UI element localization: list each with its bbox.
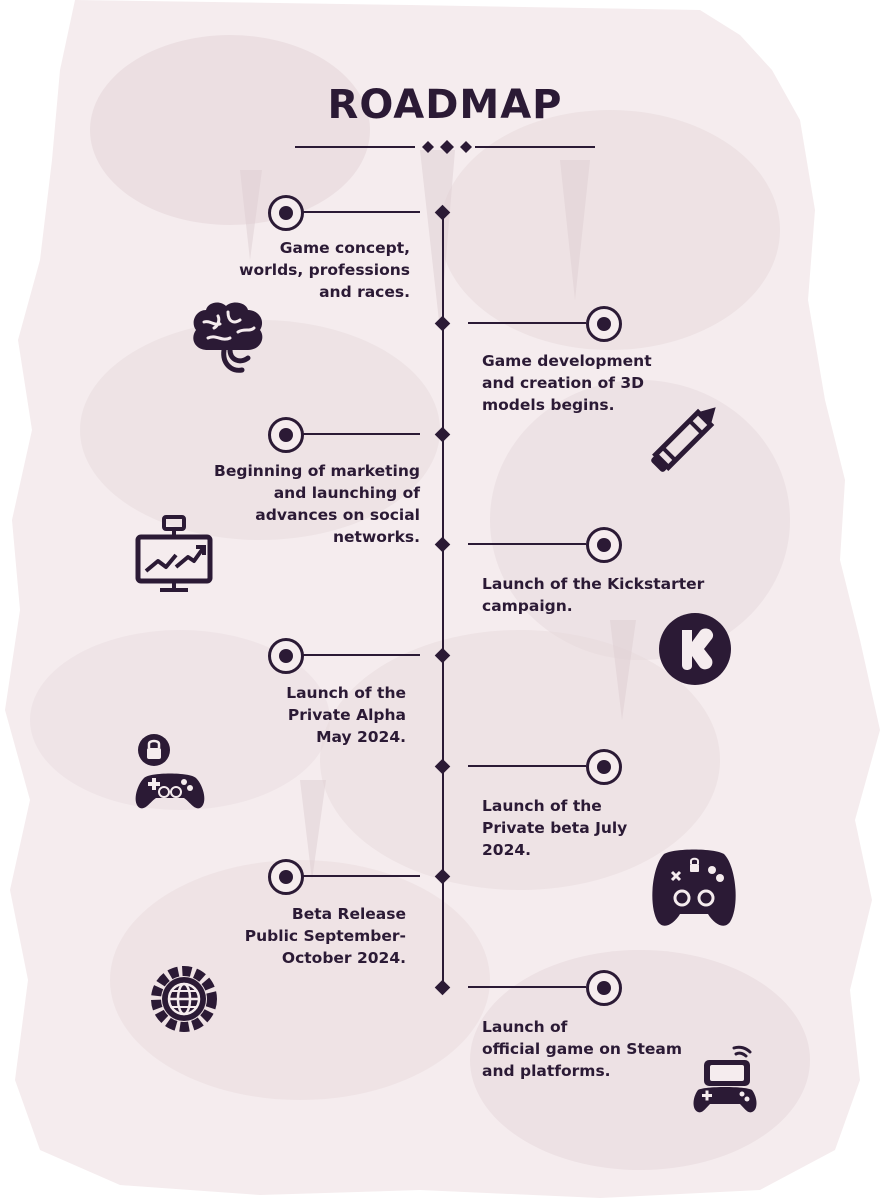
connector-line xyxy=(302,875,420,877)
locked-gamepad-icon xyxy=(135,734,205,809)
connector-line xyxy=(468,543,586,545)
connector-line xyxy=(468,986,586,988)
target-marker-icon xyxy=(586,749,622,785)
growth-chart-monitor-icon xyxy=(135,515,213,592)
brain-icon xyxy=(193,302,263,373)
milestone-text: Launch of official game on Steam and pla… xyxy=(482,1018,682,1080)
target-marker-icon xyxy=(268,195,304,231)
milestone-text: Launch of the Private Alpha May 2024. xyxy=(286,684,406,746)
gamepad-icon xyxy=(652,849,736,926)
target-marker-icon xyxy=(268,417,304,453)
page-title: ROADMAP xyxy=(327,82,563,128)
milestone-text: Launch of the Kickstarter campaign. xyxy=(482,575,705,615)
timeline-line xyxy=(442,213,444,989)
connector-line xyxy=(468,322,586,324)
kickstarter-logo-icon xyxy=(659,613,731,685)
connector-line xyxy=(302,433,420,435)
connector-line xyxy=(302,211,420,213)
connector-line xyxy=(302,654,420,656)
milestone-text: Game concept, worlds, professions and ra… xyxy=(239,239,410,301)
target-marker-icon xyxy=(586,306,622,342)
milestone-text: Beginning of marketing and launching of … xyxy=(214,462,420,546)
target-marker-icon xyxy=(586,970,622,1006)
milestone-text: Beta Release Public September- October 2… xyxy=(244,905,406,967)
pencil-icon xyxy=(651,407,716,472)
title-divider xyxy=(295,140,595,154)
target-marker-icon xyxy=(586,527,622,563)
target-marker-icon xyxy=(268,638,304,674)
handheld-console-icon xyxy=(693,1045,757,1113)
milestone-text: Game development and creation of 3D mode… xyxy=(482,352,652,414)
milestone-text: Launch of the Private beta July 2024. xyxy=(482,797,628,859)
globe-gear-icon xyxy=(151,966,217,1032)
connector-line xyxy=(468,765,586,767)
target-marker-icon xyxy=(268,859,304,895)
